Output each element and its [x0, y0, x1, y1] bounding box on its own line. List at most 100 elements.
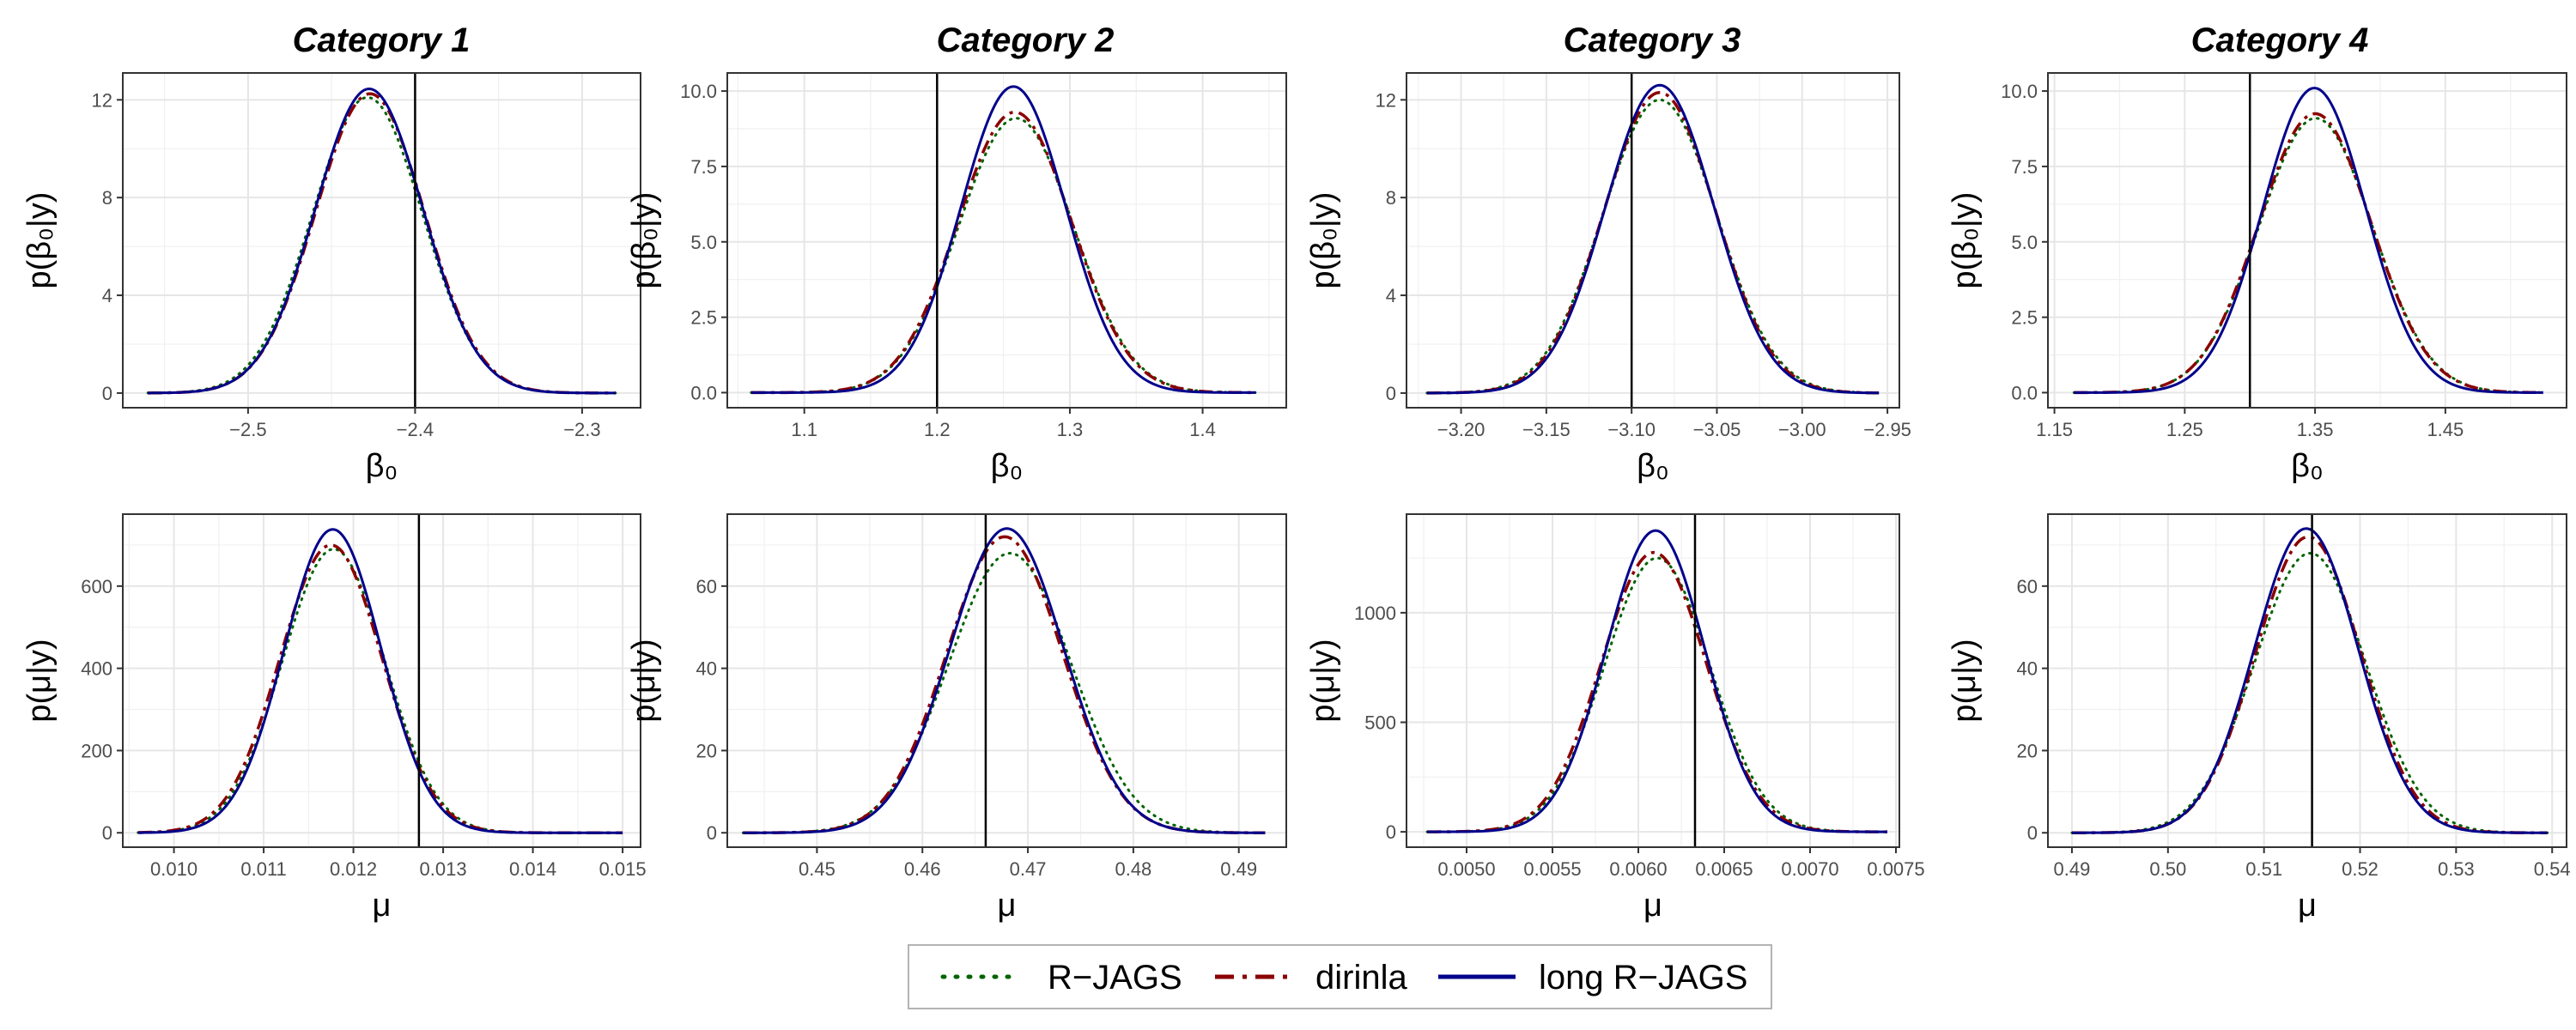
panel-3-tick-label-y: 12 [1376, 89, 1396, 111]
panel-7-tick-label-x: 0.0060 [1609, 858, 1667, 880]
panel-1-curve-long-r-jags [148, 88, 616, 395]
panel-4-x-axis-title: β₀ [2291, 448, 2324, 484]
legend-label-r-jags: R−JAGS [1048, 959, 1182, 997]
panel-7-plot-area [1406, 514, 1899, 847]
category-title-1: Category 1 [293, 21, 471, 59]
panel-5-tick-label-x: 0.011 [240, 858, 286, 880]
panel-1-tick-label-y: 4 [102, 285, 112, 306]
panel-3-border [1406, 72, 1900, 409]
panel-7-tick-label-y: 500 [1364, 712, 1396, 734]
category-title-4: Category 4 [2191, 21, 2369, 59]
panel-3-curve-long-r-jags [1426, 83, 1880, 395]
panel-3-y-axis-title: p(β₀|y) [1305, 192, 1341, 289]
panel-5-tick-label-x: 0.015 [599, 858, 647, 880]
panel-7-curve-long-r-jags [1427, 529, 1888, 833]
panel-8-tick-label-x: 0.52 [2342, 858, 2379, 880]
panel-3-tick-label-x: −3.10 [1607, 419, 1656, 440]
panel-8-tick-label-x: 0.54 [2534, 858, 2571, 880]
panel-6-tick-label-y: 60 [696, 576, 717, 597]
panel-4-tick-label-y: 5.0 [2011, 232, 2038, 253]
panel-2-curve-long-r-jags [750, 85, 1256, 394]
panel-7: 0.0050 0.0055 0.0060 0.0065 0.0070 0.0075 0 500… [1305, 513, 1925, 924]
panel-8-tick-label-x: 0.50 [2149, 858, 2186, 880]
panel-5-tick-label-x: 0.014 [509, 858, 556, 880]
panel-4-plot-area [2048, 73, 2567, 408]
panel-2-tick-label-x: 1.4 [1189, 419, 1216, 440]
panel-4-tick-label-y: 2.5 [2011, 307, 2038, 329]
panel-6-tick-label-y: 0 [707, 822, 717, 844]
panel-1-tick-label-x: −2.3 [563, 419, 600, 440]
panel-4: 1.15 1.25 1.35 1.45 0.0 2.5 5.0 7.5 10.0 β₀ p(β₀|y… [1947, 72, 2567, 484]
panel-5-x-axis-title: μ [373, 888, 392, 924]
panel-7-tick-label-x: 0.0065 [1695, 858, 1753, 880]
panel-6-tick-label-y: 20 [696, 740, 717, 761]
panel-2-tick-label-y: 7.5 [690, 156, 717, 178]
legend-label-dirinla: dirinla [1315, 959, 1407, 997]
panel-6-tick-label-x: 0.48 [1115, 858, 1151, 880]
panel-3: −3.20 −3.15 −3.10 −3.05 −3.00 −2.95 0 4 8 12 β₀ p(β… [1305, 72, 1911, 484]
panel-3-tick-label-x: −3.15 [1522, 419, 1571, 440]
panel-5-curve-long-r-jags [137, 528, 623, 834]
panel-3-curve-dirinla [1426, 91, 1880, 395]
panel-2-tick-label-y: 2.5 [690, 307, 717, 329]
panel-4-tick-label-x: 1.45 [2427, 419, 2464, 440]
panel-2-tick-label-x: 1.3 [1057, 419, 1084, 440]
panel-1-tick-label-y: 8 [102, 187, 112, 209]
panel-4-curve-long-r-jags [2074, 87, 2543, 394]
panel-4-border [2047, 72, 2567, 409]
panel-1-y-axis-title: p(β₀|y) [21, 192, 58, 289]
panel-4-tick-label-y: 0.0 [2011, 382, 2038, 403]
panel-6-curve-long-r-jags [743, 527, 1266, 834]
panel-4-tick-label-x: 1.15 [2036, 419, 2073, 440]
panel-8-plot-area [2048, 514, 2567, 847]
panel-5-border [122, 513, 641, 848]
panel-1-tick-label-x: −2.4 [397, 419, 434, 440]
legend-box [908, 944, 1772, 1009]
panel-7-tick-label-y: 1000 [1354, 603, 1396, 624]
panel-2-border [726, 72, 1287, 409]
panel-4-curve-dirinla [2074, 112, 2543, 395]
panel-8-tick-label-y: 60 [2017, 576, 2038, 597]
panel-3-tick-label-y: 8 [1386, 187, 1396, 209]
panel-8-tick-label-y: 0 [2027, 822, 2038, 844]
panel-5-tick-label-y: 0 [102, 822, 112, 844]
panel-2-tick-label-x: 1.2 [924, 419, 951, 440]
panel-2-tick-label-y: 10.0 [680, 81, 717, 102]
panel-6-border [726, 513, 1287, 848]
panel-5-tick-label-x: 0.010 [150, 858, 197, 880]
panel-7-y-axis-title: p(μ|y) [1305, 639, 1341, 722]
panel-2-tick-label-y: 5.0 [690, 232, 717, 253]
panel-5-tick-label-y: 200 [81, 740, 112, 761]
panel-5-y-axis-title: p(μ|y) [21, 639, 58, 722]
panel-6-plot-area [727, 514, 1286, 847]
panel-4-tick-label-y: 7.5 [2011, 156, 2038, 178]
panel-7-border [1406, 513, 1900, 848]
panel-7-tick-label-x: 0.0070 [1781, 858, 1838, 880]
legend: R−JAGS dirinla long R−JAGS [908, 944, 1772, 1009]
panel-8: 0.49 0.50 0.51 0.52 0.53 0.54 0 20 40 60 μ p(μ|y) [1947, 513, 2571, 924]
panel-2-y-axis-title: p(β₀|y) [626, 192, 662, 289]
panel-4-tick-label-x: 1.25 [2166, 419, 2203, 440]
panel-6-x-axis-title: μ [998, 888, 1017, 924]
category-title-3: Category 3 [1564, 21, 1741, 59]
panel-3-tick-label-x: −3.05 [1693, 419, 1741, 440]
panel-2: 1.1 1.2 1.3 1.4 0.0 2.5 5.0 7.5 10.0 β₀ p(β₀|y) [626, 72, 1287, 484]
panel-4-tick-label-y: 10.0 [2001, 81, 2038, 102]
category-title-2: Category 2 [937, 21, 1115, 59]
panel-1-tick-label-y: 0 [102, 383, 112, 404]
panel-6-tick-label-x: 0.45 [799, 858, 835, 880]
panel-7-tick-label-x: 0.0075 [1867, 858, 1924, 880]
panel-3-curve-r-jags [1425, 98, 1880, 395]
panel-2-curve-r-jags [750, 117, 1257, 394]
panel-8-tick-label-x: 0.49 [2054, 858, 2091, 880]
panel-5-tick-label-x: 0.013 [420, 858, 467, 880]
panel-2-x-axis-title: β₀ [991, 448, 1024, 484]
panel-1-tick-label-x: −2.5 [229, 419, 266, 440]
panel-1-tick-label-y: 12 [92, 89, 112, 111]
panel-6-tick-label-x: 0.46 [904, 858, 941, 880]
panel-grid: −2.5 −2.4 −2.3 0 4 8 12 β₀ p(β₀|y) 1.1 1.2 1.3 1.4 0.… [21, 72, 2571, 924]
panel-6-tick-label-y: 40 [696, 658, 717, 680]
panel-2-tick-label-x: 1.1 [791, 419, 817, 440]
panel-3-tick-label-x: −2.95 [1863, 419, 1911, 440]
panel-6-tick-label-x: 0.47 [1010, 858, 1047, 880]
